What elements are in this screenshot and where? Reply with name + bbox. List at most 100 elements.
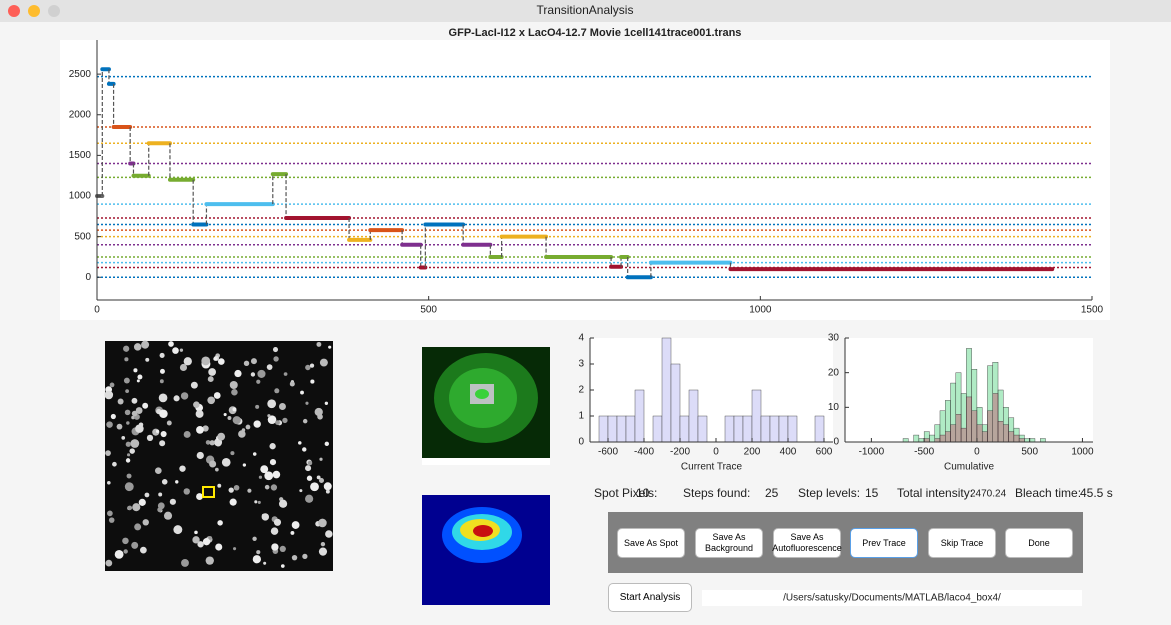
hist-bar (1024, 439, 1029, 442)
action-button[interactable]: Save As Spot (617, 528, 685, 558)
cell-dot (184, 357, 192, 365)
cell-dot (139, 422, 144, 427)
cell-dot (251, 372, 255, 376)
hist-bar (1009, 432, 1014, 442)
x-tick-label: -1000 (859, 447, 885, 458)
cell-dot (319, 458, 322, 461)
cell-dot (275, 420, 280, 425)
cell-dot (145, 493, 150, 498)
cell-dot (234, 485, 240, 491)
cell-dot (126, 421, 129, 424)
action-button[interactable]: Save As Autofluorescence (773, 528, 841, 558)
cell-dot (305, 365, 310, 370)
cell-dot (303, 419, 307, 423)
cell-dot (251, 358, 257, 364)
hist-bar (961, 428, 966, 442)
y-tick-label: 0 (578, 437, 584, 448)
hist-bar (761, 416, 770, 442)
x-tick-label: 1000 (749, 305, 772, 316)
cell-dot (222, 458, 231, 467)
hist-bar (972, 411, 977, 442)
cell-dot (130, 439, 139, 448)
cell-dot (206, 556, 214, 564)
cell-dot (131, 542, 138, 549)
cell-dot (317, 475, 321, 479)
cell-dot (299, 489, 302, 492)
y-tick-label: 2000 (69, 109, 92, 120)
cell-dot (180, 364, 187, 371)
hist-bar (608, 416, 617, 442)
cell-dot (209, 460, 216, 467)
cell-dot (158, 493, 162, 497)
cell-dot (217, 520, 223, 526)
start-analysis-button[interactable]: Start Analysis (608, 583, 692, 612)
cell-dot (258, 501, 261, 504)
cell-dot (215, 440, 221, 446)
cell-dot (305, 402, 308, 405)
cell-dot (168, 341, 174, 347)
action-button[interactable]: Prev Trace (850, 528, 918, 558)
action-button[interactable]: Save As Background (695, 528, 763, 558)
cell-dot (325, 530, 333, 538)
cell-dot (267, 414, 270, 417)
action-button[interactable]: Skip Trace (928, 528, 996, 558)
cell-dot (142, 403, 148, 409)
stat-value: 10 (636, 486, 650, 500)
cell-dot (109, 517, 115, 523)
cell-dot (208, 536, 212, 540)
hist-bar (770, 416, 779, 442)
y-tick-label: 2500 (69, 69, 92, 80)
cell-dot (201, 356, 210, 365)
cell-dot (160, 369, 165, 374)
cell-dot (124, 357, 128, 361)
window-title: TransitionAnalysis (537, 3, 634, 17)
cell-dot (321, 542, 325, 546)
action-button[interactable]: Done (1005, 528, 1073, 558)
cell-dot (132, 398, 138, 404)
cell-dot (208, 368, 216, 376)
cell-dot (104, 391, 113, 400)
cell-dot (256, 380, 260, 384)
cell-dot (310, 380, 314, 384)
hist-bar (966, 397, 971, 442)
cell-dot (136, 407, 143, 414)
cell-dot (134, 523, 141, 530)
y-tick-label: 30 (828, 333, 840, 344)
minimize-dot (28, 5, 40, 17)
cell-dot (126, 442, 131, 447)
cell-dot (156, 430, 159, 433)
cell-dot (137, 374, 142, 379)
cell-dot (253, 452, 257, 456)
cell-dot (107, 481, 111, 485)
stat-label: Total intensity: (897, 486, 973, 500)
cell-dot (115, 550, 124, 559)
cell-dot (159, 410, 168, 419)
cell-dot (260, 465, 268, 473)
path-text: /Users/satusky/Documents/MATLAB/laco4_bo… (783, 593, 1001, 604)
cell-dot (215, 544, 222, 551)
cell-dot (243, 463, 246, 466)
cell-dot (121, 436, 125, 440)
cell-dot (325, 402, 328, 405)
cell-dot (256, 550, 260, 554)
cell-dot (253, 420, 260, 427)
hist-bar (1003, 425, 1008, 442)
y-tick-label: 500 (74, 231, 91, 242)
cell-dot (215, 468, 219, 472)
cell-dot (267, 364, 273, 370)
cell-dot (308, 461, 312, 465)
y-tick-label: 0 (85, 272, 91, 283)
cell-dot (217, 433, 225, 441)
cell-dot (124, 378, 130, 384)
cell-dot (230, 381, 238, 389)
axes-bg (97, 40, 1092, 300)
x-tick-label: 0 (94, 305, 100, 316)
cell-dot (193, 401, 200, 408)
cell-dot (263, 562, 266, 565)
cell-dot (196, 426, 204, 434)
x-tick-label: 1500 (1081, 305, 1104, 316)
hist-bar (815, 416, 824, 442)
cell-dot (284, 372, 288, 376)
y-tick-label: 1000 (69, 191, 92, 202)
hist-bar (914, 435, 919, 442)
